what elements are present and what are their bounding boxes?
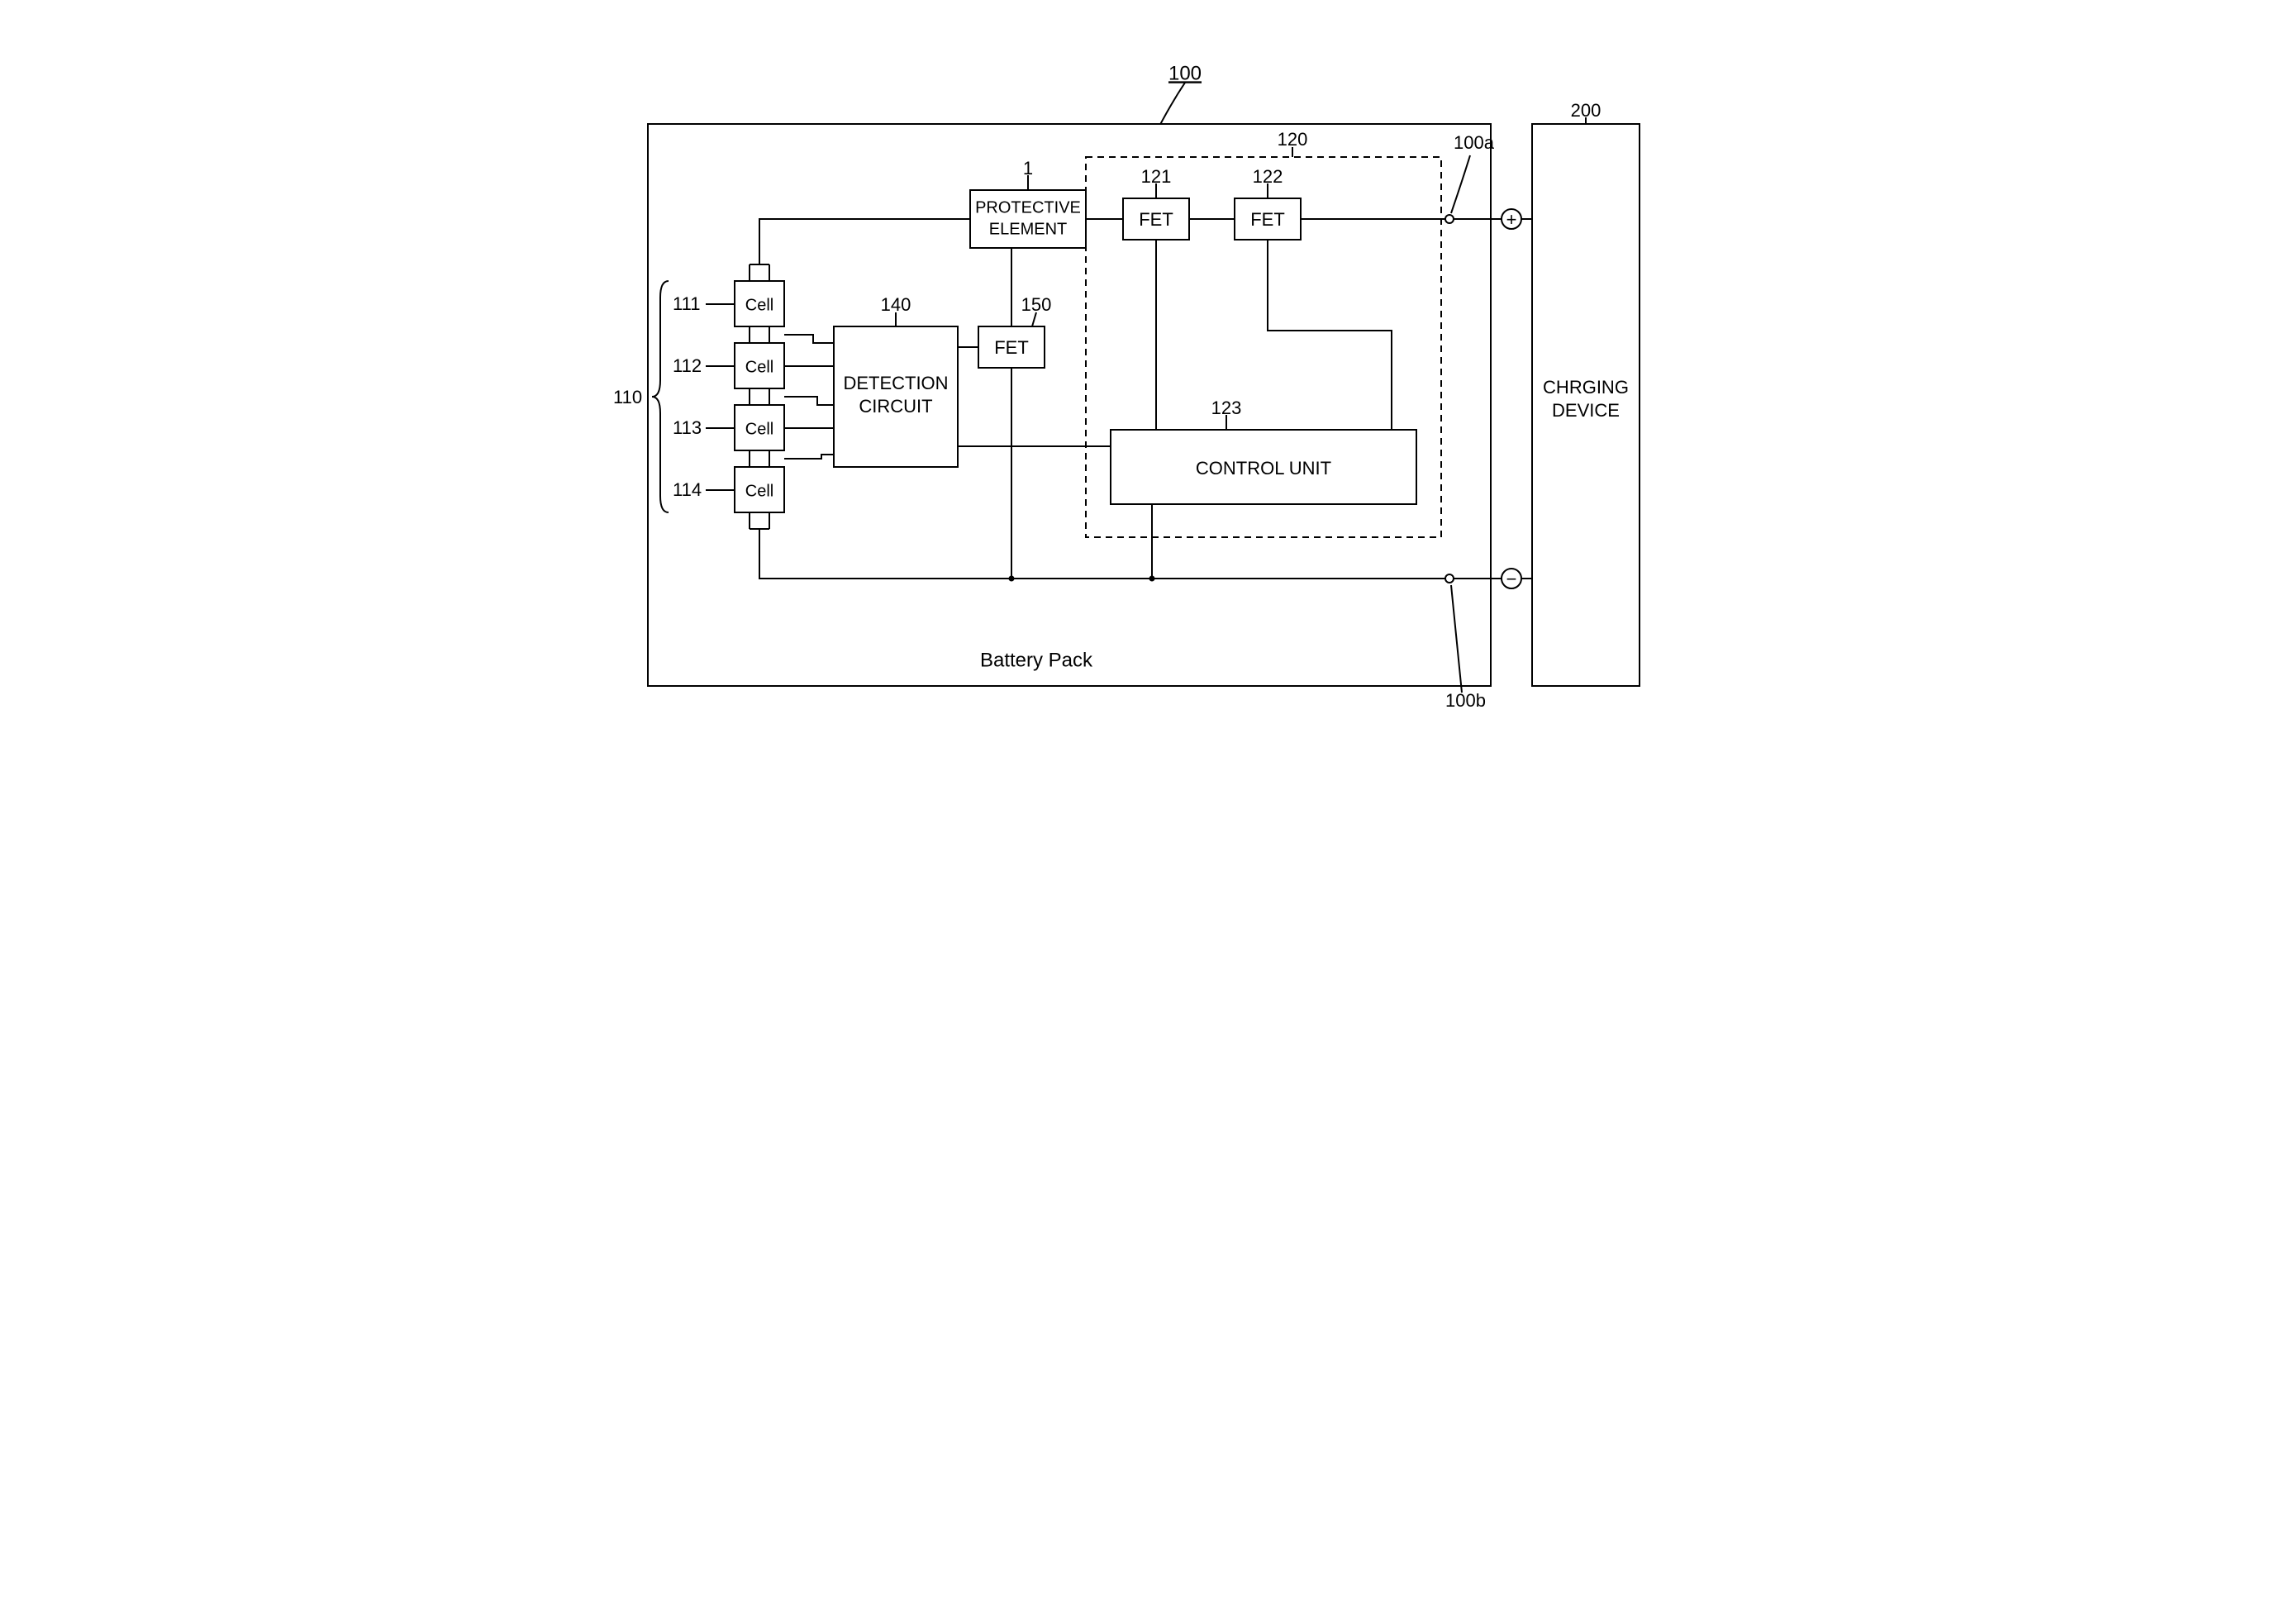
cell-112-label: Cell xyxy=(745,358,773,376)
charging-l2: DEVICE xyxy=(1552,400,1620,421)
charging-l1: CHRGING xyxy=(1543,377,1629,398)
protective-l2: ELEMENT xyxy=(989,220,1067,238)
cell-114-label: Cell xyxy=(745,482,773,500)
detection-l1: DETECTION xyxy=(843,373,948,393)
minus-label: − xyxy=(1506,569,1517,589)
battery-pack-label: Battery Pack xyxy=(980,649,1093,671)
ref-150-text: 150 xyxy=(1021,294,1052,315)
ref-100b-text: 100b xyxy=(1445,690,1486,711)
ref-110-text: 110 xyxy=(613,387,642,407)
cell-111-label: Cell xyxy=(745,296,773,314)
fet-150-label: FET xyxy=(994,337,1029,358)
fet-122-label: FET xyxy=(1250,209,1285,230)
ref-114-text: 114 xyxy=(673,479,702,500)
detection-l2: CIRCUIT xyxy=(859,396,932,417)
fet-121-label: FET xyxy=(1139,209,1173,230)
node-neg xyxy=(1445,574,1454,583)
ref-111-text: 111 xyxy=(673,293,700,314)
control-unit-label: CONTROL UNIT xyxy=(1196,458,1331,479)
ref-140-text: 140 xyxy=(881,294,911,315)
ref-120-text: 120 xyxy=(1278,129,1308,150)
ref-100a-text: 100a xyxy=(1454,132,1495,153)
ref-112-text: 112 xyxy=(673,355,702,376)
cell-113-label: Cell xyxy=(745,420,773,438)
diagram-canvas: 100 Battery Pack 120 CHRGING DEVICE 200 … xyxy=(574,0,1720,812)
protective-l1: PROTECTIVE xyxy=(975,198,1081,217)
plus-label: + xyxy=(1506,209,1517,230)
node-pos xyxy=(1445,215,1454,223)
ref-113-text: 113 xyxy=(673,417,702,438)
ref-100-text: 100 xyxy=(1168,62,1202,84)
